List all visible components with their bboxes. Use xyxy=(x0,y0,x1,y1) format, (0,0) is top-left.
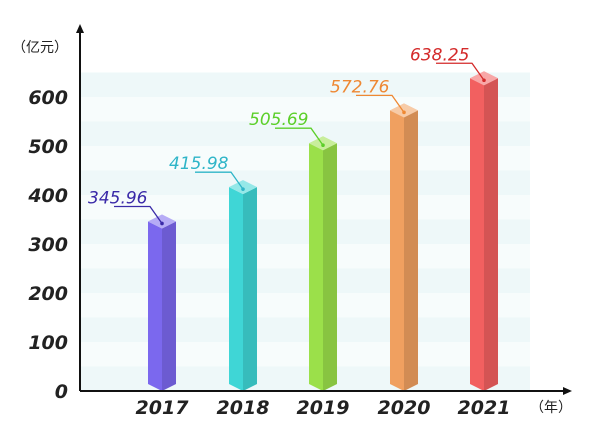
data-label: 505.69 xyxy=(249,110,308,130)
bar-top-cap xyxy=(148,214,176,229)
data-label: 415.98 xyxy=(169,154,229,174)
data-label-leader xyxy=(114,205,163,224)
bar-2021: 638.25 xyxy=(410,45,498,391)
data-label-dot xyxy=(160,221,164,226)
bar-top-cap xyxy=(390,103,418,118)
data-label-leader xyxy=(436,62,485,81)
bar-top-highlight xyxy=(309,136,337,151)
bar-right-shade xyxy=(323,143,337,391)
data-label-dot xyxy=(402,110,406,115)
y-tick-label: 100 xyxy=(28,332,68,354)
x-axis-tick-labels: 2017 2018 2019 2020 2021 xyxy=(136,397,511,419)
bar-left-face xyxy=(390,110,404,392)
data-label-dot xyxy=(241,187,245,191)
grid-band xyxy=(80,146,530,171)
data-label-leader xyxy=(195,171,244,190)
bar-right-face xyxy=(484,78,498,391)
bar-right-face xyxy=(162,221,176,391)
bar-2020: 572.76 xyxy=(330,77,418,392)
bar-top-cap xyxy=(309,136,337,151)
grid-band xyxy=(80,342,530,367)
grid-band xyxy=(80,244,530,269)
bar-left-face xyxy=(470,78,484,391)
grid-band xyxy=(80,317,530,342)
bar-right-face xyxy=(323,143,337,391)
grid-band xyxy=(80,72,530,97)
y-tick-label: 600 xyxy=(28,87,68,109)
bar-left-face xyxy=(229,187,243,391)
bar-left-face xyxy=(309,143,323,391)
data-label-dot xyxy=(321,143,325,148)
x-tick-label: 2019 xyxy=(297,397,350,419)
y-tick-label: 200 xyxy=(28,283,68,305)
y-tick-label: 500 xyxy=(28,136,68,158)
data-label-leader xyxy=(356,94,405,113)
y-axis-unit-label: （亿元） xyxy=(12,40,68,56)
grid-band xyxy=(80,219,530,244)
y-tick-label: 400 xyxy=(27,185,68,207)
bar-right-face xyxy=(404,110,418,392)
y-axis-tick-labels: 0 100 200 300 400 500 600 xyxy=(27,87,68,403)
bar-right-shade xyxy=(243,187,257,391)
grid-band xyxy=(80,366,530,391)
bar-top-cap xyxy=(229,180,257,195)
grid-band xyxy=(80,268,530,293)
bar-2019: 505.69 xyxy=(249,110,337,391)
bar-2017: 345.96 xyxy=(88,188,176,391)
bar-top-highlight xyxy=(148,214,176,229)
x-tick-label: 2017 xyxy=(136,397,190,419)
bar-left-face xyxy=(148,221,162,391)
data-label-leader xyxy=(275,127,324,146)
grid-band xyxy=(80,170,530,195)
x-tick-label: 2021 xyxy=(458,397,511,419)
bar-top-highlight xyxy=(470,71,498,86)
y-tick-label: 0 xyxy=(55,381,68,403)
grid-band xyxy=(80,121,530,146)
grid-band xyxy=(80,293,530,318)
bar-right-face xyxy=(243,187,257,391)
x-tick-label: 2018 xyxy=(217,397,270,419)
bar-right-shade xyxy=(484,78,498,391)
data-label-dot xyxy=(482,78,486,83)
data-label: 638.25 xyxy=(410,45,469,65)
bar-top-highlight xyxy=(390,103,418,118)
data-label: 572.76 xyxy=(330,77,390,97)
bar-top-cap xyxy=(470,71,498,86)
bar-right-shade xyxy=(162,221,176,391)
bars: 345.96 415.98 505.69 572.76 638.25 xyxy=(88,45,498,392)
grid-band xyxy=(80,195,530,220)
data-label: 345.96 xyxy=(88,188,148,208)
x-axis-unit-label: （年） xyxy=(530,400,572,416)
bar-2018: 415.98 xyxy=(169,154,257,391)
x-tick-label: 2020 xyxy=(378,397,431,419)
bar-right-shade xyxy=(404,110,418,392)
y-tick-label: 300 xyxy=(28,234,68,256)
grid-band xyxy=(80,97,530,122)
bar-top-highlight xyxy=(229,180,257,195)
